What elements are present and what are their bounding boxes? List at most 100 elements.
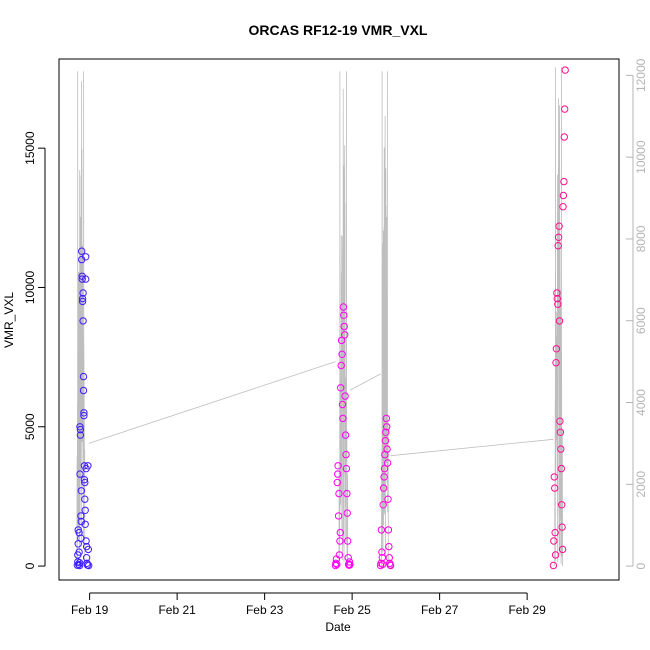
line-spike — [380, 71, 389, 567]
data-point — [557, 445, 565, 453]
data-point — [384, 495, 392, 503]
data-point — [76, 470, 84, 478]
data-point — [383, 423, 391, 431]
data-point — [78, 297, 87, 306]
data-point — [382, 414, 390, 423]
data-point — [343, 489, 351, 498]
data-point — [76, 431, 85, 439]
data-point — [559, 191, 568, 200]
point-layer — [73, 66, 569, 570]
data-point — [76, 425, 85, 434]
right-axis-tick-label: 4000 — [634, 389, 648, 416]
data-point — [345, 558, 354, 566]
data-point — [342, 450, 350, 459]
data-point — [380, 464, 389, 473]
data-point — [77, 487, 86, 495]
data-point — [550, 473, 558, 481]
right-axis: 0 2000 4000 6000 8000 10000 12000 — [626, 58, 648, 569]
data-point — [337, 361, 345, 370]
data-point — [552, 345, 561, 353]
data-point — [385, 542, 393, 551]
data-point — [334, 462, 342, 470]
right-axis-tick-label: 10000 — [634, 140, 648, 174]
data-point — [560, 133, 568, 141]
data-point — [340, 322, 348, 331]
chart-title: ORCAS RF12-19 VMR_VXL — [249, 22, 428, 38]
data-point — [559, 203, 567, 211]
data-point — [77, 512, 85, 520]
data-point — [550, 537, 558, 545]
data-point — [339, 303, 348, 311]
data-point — [382, 428, 390, 436]
line-connector — [390, 438, 554, 457]
left-axis-tick-label: 15000 — [23, 131, 37, 165]
data-point — [338, 350, 346, 358]
data-point — [81, 506, 89, 514]
data-point — [344, 537, 352, 545]
data-point — [551, 551, 560, 559]
data-point — [340, 311, 348, 319]
data-point — [338, 400, 347, 409]
data-point — [80, 411, 88, 420]
x-axis-tick-label: Feb 19 — [71, 603, 109, 617]
data-point — [553, 289, 561, 297]
data-point — [78, 247, 86, 255]
data-point — [556, 417, 564, 425]
right-axis-tick-label: 8000 — [634, 225, 648, 252]
data-point — [82, 554, 91, 562]
data-point — [549, 561, 558, 570]
left-axis-tick-label: 5000 — [23, 413, 37, 440]
data-point — [334, 470, 342, 478]
data-point — [75, 561, 84, 570]
data-point — [384, 526, 393, 534]
data-point — [80, 409, 88, 417]
data-point — [558, 545, 567, 554]
right-axis-tick-label: 12000 — [634, 58, 648, 92]
right-axis-tick-label: 0 — [634, 562, 648, 569]
data-point — [551, 484, 559, 492]
data-point — [332, 559, 340, 567]
data-point — [79, 317, 87, 325]
x-axis: Feb 19 Feb 21 Feb 23 Feb 25 Feb 27 Feb 29 — [71, 592, 546, 617]
data-point — [85, 561, 93, 570]
data-point — [75, 548, 83, 556]
line-layer — [76, 67, 563, 567]
data-point — [556, 428, 565, 436]
left-axis: 0 5000 10000 15000 — [23, 131, 46, 569]
data-point — [333, 478, 341, 487]
data-point — [79, 386, 88, 395]
data-point — [84, 545, 93, 554]
x-axis-tick-label: Feb 25 — [333, 603, 371, 617]
right-axis-tick-label: 2000 — [634, 471, 648, 498]
data-point — [75, 559, 84, 567]
data-point — [81, 520, 89, 528]
data-point — [79, 372, 88, 381]
data-point — [339, 414, 347, 423]
data-point — [342, 464, 351, 473]
data-point — [383, 459, 392, 467]
data-point — [378, 548, 386, 556]
x-axis-label: Date — [325, 620, 351, 634]
data-point — [344, 554, 352, 562]
right-axis-tick-label: 6000 — [634, 307, 648, 334]
y-axis-label: VMR_VXL — [2, 292, 16, 348]
data-point — [551, 528, 559, 537]
data-point — [337, 336, 346, 345]
data-point — [553, 294, 561, 303]
x-axis-tick-label: Feb 21 — [158, 603, 196, 617]
data-point — [341, 331, 349, 339]
data-point — [79, 289, 87, 297]
line-spike — [554, 67, 563, 567]
data-point — [334, 512, 343, 520]
data-point — [383, 445, 391, 453]
data-point — [379, 484, 388, 492]
line-connector — [349, 373, 381, 391]
data-point — [81, 495, 89, 503]
data-point — [560, 177, 568, 186]
data-point — [557, 464, 565, 473]
data-point — [377, 526, 386, 534]
x-axis-tick-label: Feb 27 — [421, 603, 459, 617]
left-axis-tick-label: 0 — [23, 562, 37, 569]
data-point — [78, 275, 86, 283]
